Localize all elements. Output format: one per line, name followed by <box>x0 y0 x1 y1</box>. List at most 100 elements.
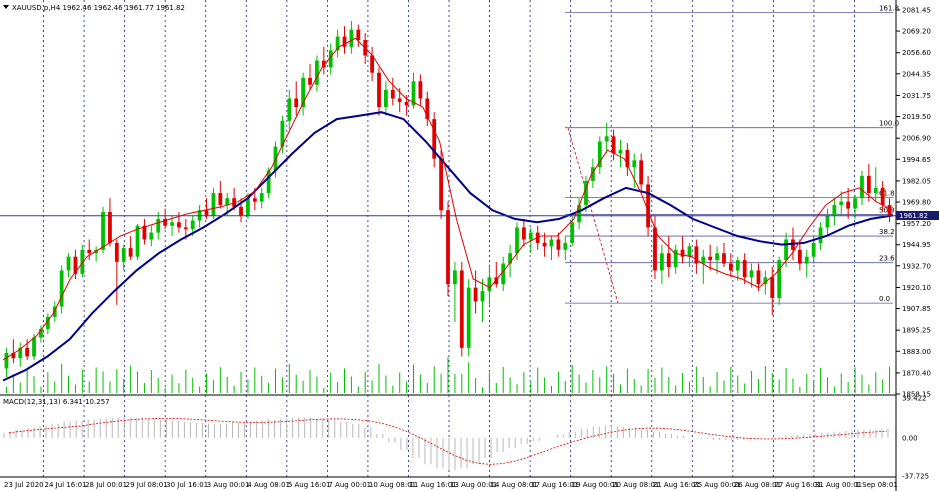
price-tick-label: 1883.00 <box>902 348 931 356</box>
candle-body <box>377 72 381 108</box>
time-label: 4 Aug 08:01 <box>247 481 290 489</box>
candle-body <box>66 256 71 271</box>
candle-body <box>722 253 726 264</box>
candle-body <box>887 205 892 216</box>
volume-bars <box>5 357 891 393</box>
candle-body <box>508 253 512 264</box>
candle-body <box>411 81 416 106</box>
price-tick-label: 2056.60 <box>902 49 931 57</box>
candle-body <box>87 249 92 254</box>
macd-label: MACD(12,31,13) 6.341 10.257 <box>3 398 110 406</box>
candle-body <box>18 347 23 359</box>
candle-body <box>653 227 657 271</box>
candle-body <box>211 193 216 216</box>
candle-body <box>839 201 844 206</box>
time-label: 30 Jul 16:01 <box>166 481 208 489</box>
macd-tick-label: 0.00 <box>902 434 918 442</box>
candle-body <box>880 187 885 206</box>
candle-body <box>73 256 78 274</box>
candle-body <box>528 232 533 240</box>
candle-body <box>59 270 64 307</box>
candle-body <box>625 150 630 168</box>
candle-body <box>432 119 437 159</box>
time-label: 14 Aug 08:01 <box>491 481 538 489</box>
candle-body <box>735 260 740 271</box>
chevron-down-icon[interactable] <box>3 5 9 9</box>
candle-body <box>873 187 878 194</box>
price-tick-label: 2031.75 <box>902 92 931 100</box>
candle-body <box>570 222 575 243</box>
candle-body <box>632 160 637 168</box>
time-label: 21 Aug 16:01 <box>653 481 700 489</box>
candle-body <box>101 211 105 250</box>
price-tick-label: 1932.70 <box>902 262 931 270</box>
candle-body <box>728 263 733 271</box>
candle-body <box>25 347 30 357</box>
candle-body <box>853 198 857 209</box>
macd-tick-label: -37.725 <box>902 473 929 481</box>
candle-body <box>749 270 754 278</box>
candle-body <box>611 136 616 154</box>
price-tick-label: 2069.20 <box>902 28 931 36</box>
macd-tick-label: 39.422 <box>902 395 927 403</box>
price-tick-label: 2081.45 <box>902 7 931 15</box>
macd-signal-line <box>8 418 888 465</box>
candle-body <box>425 98 430 120</box>
price-tick-label: 2006.90 <box>902 135 931 143</box>
price-tick-label: 1944.95 <box>902 241 931 249</box>
candle-body <box>866 175 871 194</box>
time-label: 10 Aug 08:01 <box>369 481 416 489</box>
time-label: 19 Aug 00:01 <box>572 481 619 489</box>
candle-body <box>239 206 243 216</box>
ma-slow-line <box>2 111 894 382</box>
candle-body <box>32 337 36 357</box>
candle-body <box>259 193 264 202</box>
time-label: 26 Aug 08:01 <box>734 481 781 489</box>
candle-body <box>177 222 181 228</box>
candle-body <box>708 256 713 261</box>
price-tick-label: 1895.25 <box>902 327 931 335</box>
candle-body <box>659 253 664 271</box>
candle-body <box>156 218 161 233</box>
candle-body <box>770 277 775 298</box>
time-label: 24 Jul 16:01 <box>45 481 87 489</box>
candle-body <box>453 270 457 285</box>
candle-body <box>321 60 326 68</box>
candle-body <box>308 77 312 85</box>
candle-body <box>604 136 609 142</box>
fibonacci-retracement[interactable]: 161.8 100.0 61.8 50.0 38.2 23.6 0.0 <box>565 4 899 304</box>
fib-level-label: 23.6 <box>879 255 895 263</box>
candle-body <box>846 201 851 209</box>
fib-level-label: 0.0 <box>879 295 890 303</box>
candle-body <box>480 291 485 302</box>
candle-body <box>860 175 864 199</box>
candle-body <box>818 227 823 243</box>
time-label: 17 Aug 16:01 <box>531 481 578 489</box>
candle-body <box>680 249 685 257</box>
candle-body <box>225 198 230 206</box>
time-label: 31 Aug 00:01 <box>815 481 862 489</box>
candle-body <box>39 328 43 338</box>
candle-body <box>135 225 140 257</box>
fib-level-label: 50.0 <box>879 207 895 215</box>
candle-body <box>639 160 644 185</box>
candle-body <box>763 277 768 285</box>
candle-body <box>328 50 333 68</box>
candle-body <box>446 210 450 285</box>
candle-body <box>459 270 464 348</box>
candle-body <box>687 246 692 257</box>
candle-body <box>11 352 16 359</box>
candle-body <box>466 287 471 348</box>
candle-body <box>694 246 699 264</box>
candle-body <box>501 263 506 285</box>
candle-body <box>590 167 595 182</box>
candle-body <box>618 150 623 154</box>
candle-body <box>666 253 671 268</box>
macd-indicator: 39.422 0.00 -37.725 <box>3 395 929 481</box>
time-label: 20 Aug 08:01 <box>612 481 659 489</box>
candle-body <box>742 260 747 278</box>
candle-body <box>342 36 347 47</box>
time-label: 11 Aug 16:01 <box>409 481 456 489</box>
